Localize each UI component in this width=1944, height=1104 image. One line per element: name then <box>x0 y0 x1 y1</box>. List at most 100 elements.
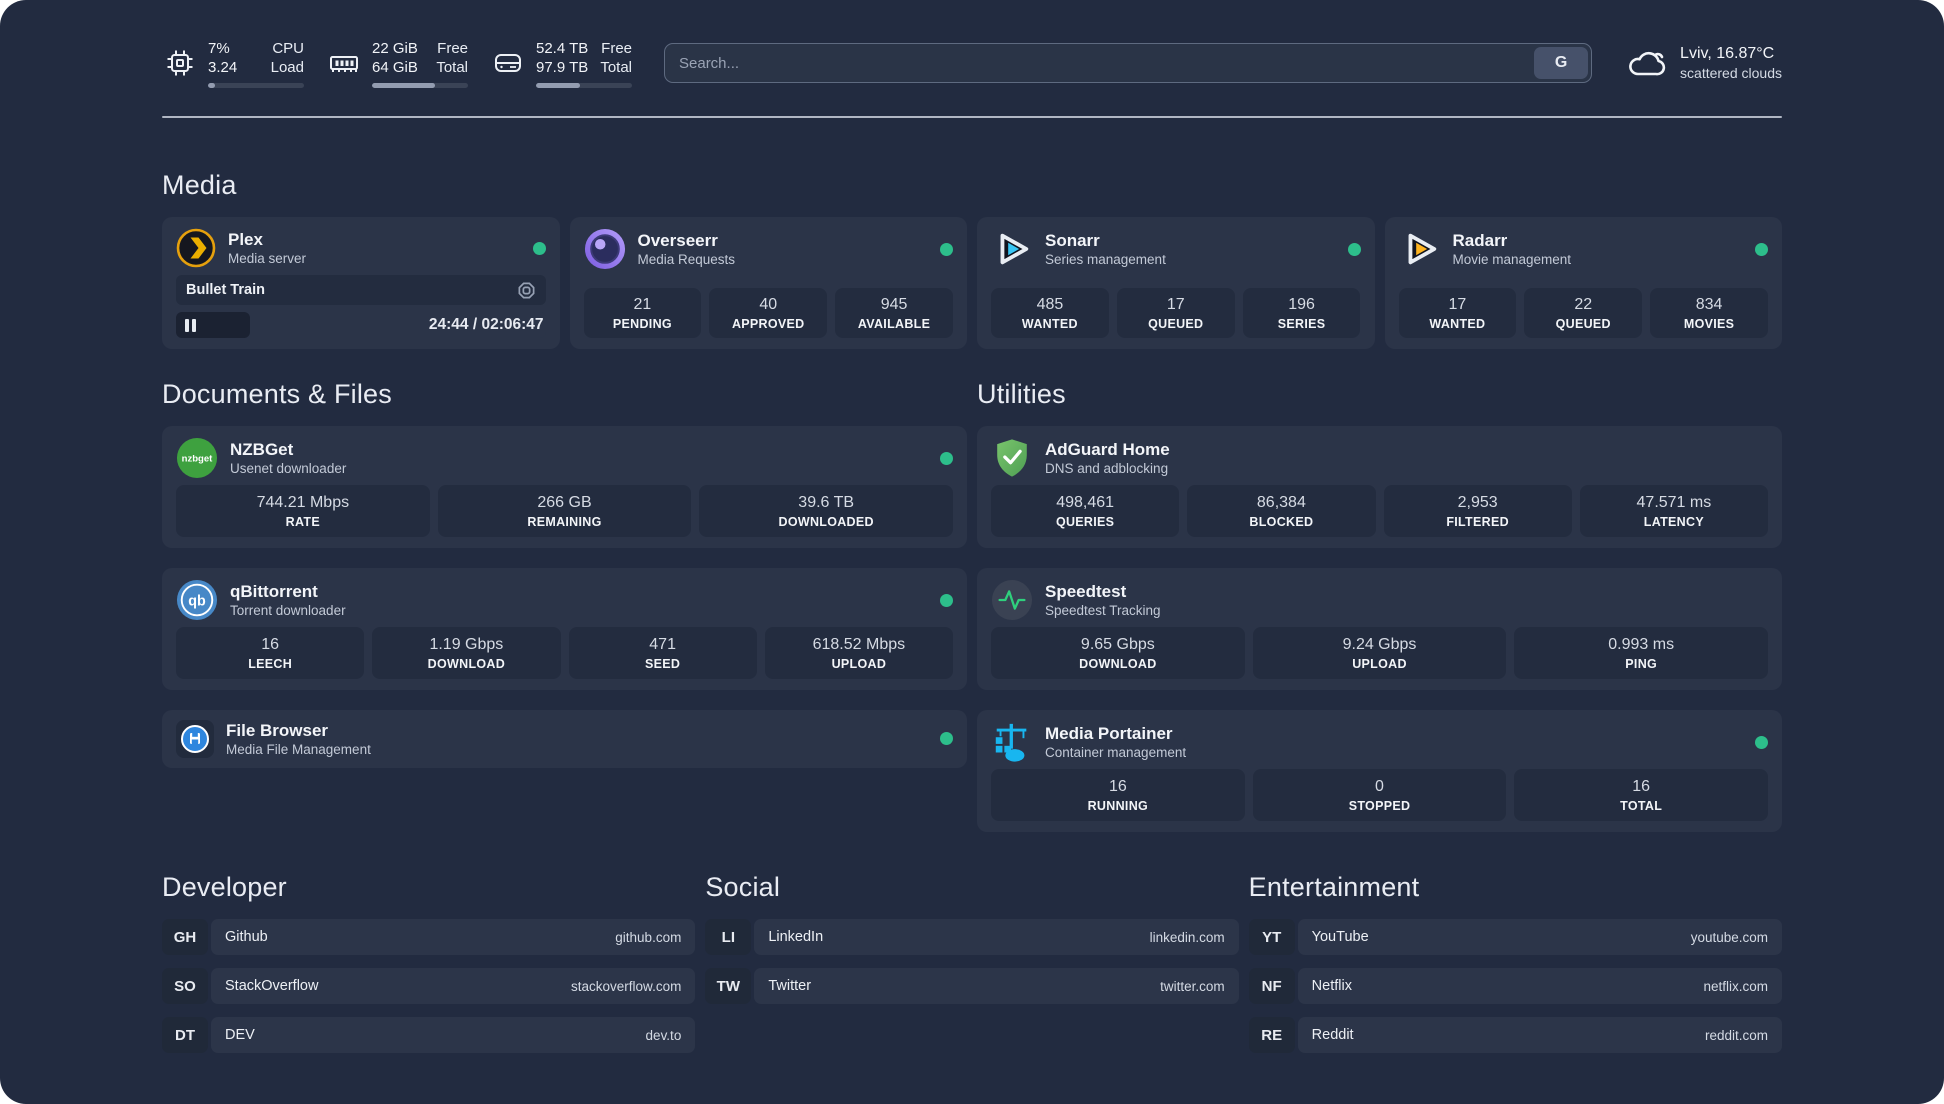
cpu-load-label: Load <box>270 59 304 76</box>
link-twitter[interactable]: TW Twitter twitter.com <box>705 968 1239 1004</box>
sonarr-icon <box>991 228 1033 270</box>
stat-seed: 471 SEED <box>568 627 757 679</box>
link-abbr: RE <box>1248 1017 1295 1053</box>
link-reddit[interactable]: RE Reddit reddit.com <box>1248 1017 1782 1053</box>
stat-pending: 21 PENDING <box>583 288 702 338</box>
link-abbr: DT <box>162 1017 208 1053</box>
cpu-progress-fill <box>208 82 215 88</box>
portainer-icon <box>991 721 1033 763</box>
link-dev[interactable]: DT DEV dev.to <box>162 1017 696 1053</box>
playback-progress-bar[interactable]: 24:44 / 02:06:47 <box>176 312 546 338</box>
section-entertainment: Entertainment YT YouTube youtube.com NF N… <box>1248 872 1782 1066</box>
cpu-percent: 7% <box>208 39 230 57</box>
app-card-nzbget[interactable]: nzbget NZBGet Usenet downloader 744.21 M… <box>162 426 967 548</box>
status-online-dot <box>940 593 953 607</box>
app-name: qBittorrent <box>230 581 318 601</box>
link-netflix[interactable]: NF Netflix netflix.com <box>1248 968 1782 1004</box>
cpu-label: CPU <box>272 39 304 57</box>
cloud-icon <box>1624 44 1668 82</box>
link-name: StackOverflow <box>225 978 319 994</box>
app-subtitle: Media Requests <box>637 251 736 267</box>
stat-download: 9.65 Gbps DOWNLOAD <box>991 627 1245 679</box>
now-playing-title: Bullet Train <box>186 282 265 298</box>
link-linkedin[interactable]: LI LinkedIn linkedin.com <box>705 919 1239 955</box>
link-abbr: GH <box>162 919 208 955</box>
stat-leech: 16 LEECH <box>176 627 365 679</box>
link-stackoverflow[interactable]: SO StackOverflow stackoverflow.com <box>162 968 696 1004</box>
radarr-icon <box>1399 228 1441 270</box>
speedtest-icon <box>991 579 1033 621</box>
app-name: Speedtest <box>1045 581 1127 601</box>
link-url: reddit.com <box>1704 1027 1768 1043</box>
stat-queued: 17 QUEUED <box>1116 288 1235 338</box>
status-online-dot <box>940 732 953 746</box>
link-abbr: LI <box>705 919 752 955</box>
disk-progress-track <box>536 82 632 88</box>
playback-time: 24:44 / 02:06:47 <box>428 316 544 333</box>
nzbget-icon: nzbget <box>176 437 218 479</box>
media-session-icon[interactable] <box>517 281 536 300</box>
memory-widget: 22 GiB 64 GiB Free Total <box>326 39 468 88</box>
status-online-dot <box>1755 242 1768 256</box>
section-title-social: Social <box>705 872 781 902</box>
cpu-icon <box>162 45 198 81</box>
link-name: LinkedIn <box>768 929 824 945</box>
app-card-sonarr[interactable]: Sonarr Series management 485 WANTED 17 QUE… <box>977 217 1375 349</box>
playback-progress-fill <box>176 312 250 338</box>
app-name: Overseerr <box>637 230 718 250</box>
app-subtitle: Speedtest Tracking <box>1045 602 1161 618</box>
app-subtitle: Torrent downloader <box>230 602 346 618</box>
search-input[interactable] <box>665 54 1535 72</box>
link-github[interactable]: GH Github github.com <box>162 919 696 955</box>
app-card-plex[interactable]: Plex Media server Bullet Train <box>162 217 560 349</box>
app-subtitle: Series management <box>1045 251 1166 267</box>
disk-progress-fill <box>536 82 581 88</box>
app-name: File Browser <box>226 720 329 740</box>
status-online-dot <box>940 451 953 465</box>
app-subtitle: Media server <box>228 250 307 266</box>
memory-free-label: Free <box>437 39 468 57</box>
section-title-media: Media <box>162 170 237 200</box>
stat-queued: 22 QUEUED <box>1524 288 1643 338</box>
section-developer: Developer GH Github github.com SO StackOv… <box>162 872 696 1066</box>
app-name: Plex <box>228 229 263 249</box>
stat-available: 945 AVAILABLE <box>835 288 953 338</box>
app-name: AdGuard Home <box>1045 439 1170 459</box>
cpu-progress-track <box>208 82 304 88</box>
memory-progress-track <box>372 82 468 88</box>
cpu-widget: 7% 3.24 CPU Load <box>162 39 304 88</box>
system-stats: 7% 3.24 CPU Load 22 <box>162 39 632 88</box>
cpu-load-value: 3.24 <box>208 59 238 76</box>
status-online-dot <box>1347 242 1361 256</box>
search-engine-button[interactable]: G <box>1534 47 1589 79</box>
app-card-filebrowser[interactable]: File Browser Media File Management <box>162 710 967 768</box>
section-title-developer: Developer <box>162 872 287 902</box>
link-url: dev.to <box>645 1027 682 1043</box>
weather-location: Lviv, 16.87°C <box>1680 45 1775 62</box>
app-card-portainer[interactable]: Media Portainer Container management 16 R… <box>977 710 1782 832</box>
app-card-overseerr[interactable]: Overseerr Media Requests 21 PENDING 40 APP… <box>569 217 967 349</box>
disk-icon <box>490 45 526 81</box>
link-youtube[interactable]: YT YouTube youtube.com <box>1248 919 1782 955</box>
disk-free-value: 52.4 TB <box>536 39 589 57</box>
pause-icon[interactable] <box>185 318 196 332</box>
memory-total-label: Total <box>436 59 468 76</box>
link-name: Reddit <box>1311 1027 1354 1043</box>
svg-text:qb: qb <box>188 593 206 609</box>
disk-free-label: Free <box>601 39 632 57</box>
link-url: netflix.com <box>1703 978 1768 994</box>
svg-text:nzbget: nzbget <box>182 453 214 464</box>
app-card-adguard[interactable]: AdGuard Home DNS and adblocking 498,461 Q… <box>977 426 1782 548</box>
search-bar: G <box>664 43 1593 83</box>
app-subtitle: Movie management <box>1452 251 1572 267</box>
app-card-qbittorrent[interactable]: qb qBittorrent Torrent downloader 16 LEEC… <box>162 568 967 690</box>
filebrowser-icon <box>176 719 214 758</box>
link-abbr: YT <box>1248 919 1295 955</box>
overseerr-icon <box>584 228 626 270</box>
link-url: github.com <box>615 929 682 945</box>
app-card-speedtest[interactable]: Speedtest Speedtest Tracking 9.65 Gbps DO… <box>977 568 1782 690</box>
stat-blocked: 86,384 BLOCKED <box>1187 485 1376 537</box>
app-subtitle: DNS and adblocking <box>1045 460 1169 476</box>
app-card-radarr[interactable]: Radarr Movie management 17 WANTED 22 QUEUE… <box>1384 217 1782 349</box>
disk-total-value: 97.9 TB <box>536 59 589 76</box>
